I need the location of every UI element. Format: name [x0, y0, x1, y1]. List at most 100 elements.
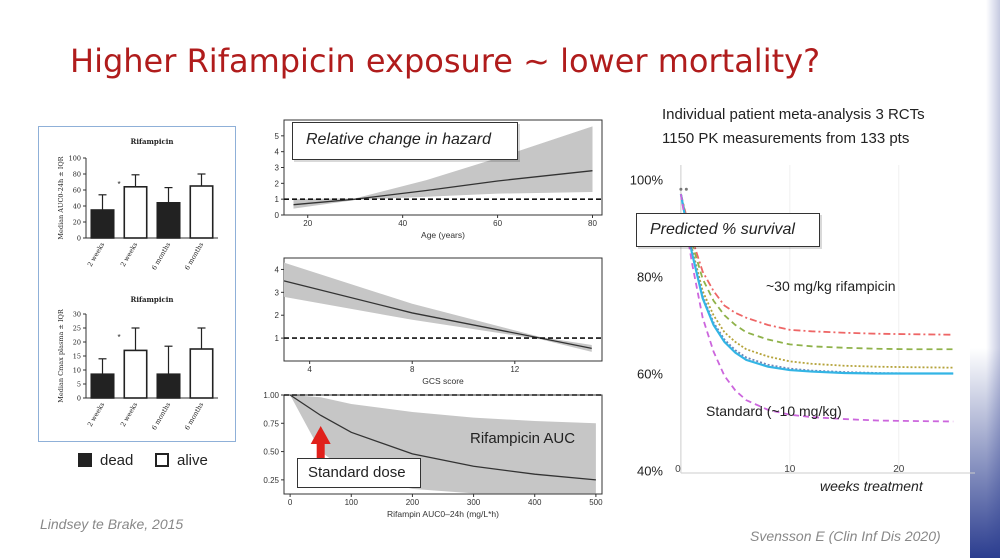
- bar: [123, 349, 148, 399]
- hazard-auc-chart: 0.25 0.50 0.75 1.00 0 100 200 300 400 500 Rifampin…: [263, 391, 603, 519]
- x-tick-label: 12: [510, 365, 519, 374]
- bar-chart-title: Rifampicin: [131, 137, 174, 146]
- x-tick-label: 500: [589, 498, 603, 507]
- y-tick-label: 4: [275, 148, 280, 157]
- legend-alive-swatch: [155, 453, 169, 467]
- x-tick-label: 6 months: [150, 241, 172, 272]
- y-tick-label: 0: [275, 211, 280, 220]
- bar: [189, 348, 214, 399]
- legend-dead: dead: [78, 452, 133, 469]
- hazard-line: [293, 170, 593, 206]
- left-citation: Lindsey te Brake, 2015: [40, 516, 184, 532]
- y-tick-label: 5: [275, 132, 280, 141]
- bar-chart-title: Rifampicin: [131, 295, 174, 304]
- x-tick-label: 2 weeks: [86, 241, 106, 268]
- y-tick-label: 0: [77, 395, 81, 403]
- survival-series-line: [679, 193, 954, 375]
- y-tick-label: 40: [73, 203, 81, 211]
- standard-dose-text: Standard dose: [308, 464, 406, 481]
- legend-dead-swatch: [78, 453, 92, 467]
- significance-marker: *: [117, 180, 120, 189]
- y-tick-label: 1: [275, 195, 280, 204]
- y-tick-label: 40%: [637, 463, 663, 478]
- y-tick-label: 3: [275, 164, 280, 173]
- x-tick-label: 2 weeks: [86, 401, 106, 428]
- bar: [90, 373, 115, 399]
- x-tick-label: 100: [345, 498, 359, 507]
- survival-point: [684, 187, 688, 191]
- y-tick-label: 20: [73, 219, 81, 227]
- x-tick-label: 80: [588, 219, 597, 228]
- auc-annotation: Rifampicin AUC: [470, 430, 576, 447]
- x-tick-label-zero: 0: [675, 464, 681, 475]
- survival-series-line: [680, 193, 954, 369]
- x-tick-label: 6 months: [183, 241, 205, 272]
- x-tick-label: 8: [410, 365, 415, 374]
- x-axis-label: Age (years): [421, 230, 465, 240]
- x-tick-label: 2 weeks: [119, 241, 139, 268]
- y-tick-label: 0.25: [263, 476, 279, 485]
- y-tick-label: 5: [77, 381, 81, 389]
- survival-point: [679, 187, 683, 191]
- x-tick-label: 0: [288, 498, 293, 507]
- gcs-panel-frame: [283, 257, 603, 362]
- y-tick-label: 100: [69, 155, 81, 163]
- y-tick-label: 2: [275, 179, 280, 188]
- y-axis-label: Median Cmax plasma ± IQR: [57, 308, 65, 403]
- y-tick-label: 0.75: [263, 419, 279, 428]
- legend-alive: alive: [155, 452, 208, 469]
- x-tick-label: 200: [406, 498, 420, 507]
- x-tick-label: 20: [893, 464, 905, 475]
- survival-callout: Predicted % survival: [636, 213, 820, 247]
- x-tick-label: 2 weeks: [119, 401, 139, 428]
- y-tick-label: 0: [77, 235, 81, 243]
- weeks-annotation: weeks treatment: [820, 478, 923, 494]
- x-tick-label: 20: [303, 219, 312, 228]
- hazard-callout-text: Relative change in hazard: [306, 131, 492, 148]
- y-tick-label: 80%: [637, 270, 663, 285]
- bar: [90, 209, 115, 239]
- y-tick-label: 100%: [630, 173, 664, 188]
- y-tick-label: 0.50: [263, 448, 279, 457]
- y-tick-label: 25: [73, 325, 81, 333]
- survival-callout-text: Predicted % survival: [650, 221, 795, 238]
- right-citation: Svensson E (Clin Inf Dis 2020): [750, 528, 941, 544]
- standard-dose-callout: Standard dose: [297, 458, 421, 488]
- y-tick-label: 15: [73, 353, 81, 361]
- high-dose-annotation: ~30 mg/kg rifampicin: [766, 278, 896, 294]
- x-axis-label: GCS score: [422, 376, 464, 386]
- bar-chart-auc: Rifampicin 0 20 40 60 80 100 Median AUC0-24h ± …: [57, 137, 218, 272]
- y-tick-label: 60: [73, 187, 81, 195]
- bar: [123, 185, 148, 239]
- slide-title: Higher Rifampicin exposure ~ lower morta…: [70, 42, 821, 80]
- confidence-band: [284, 262, 592, 352]
- x-tick-label: 40: [398, 219, 407, 228]
- legend-alive-label: alive: [177, 452, 208, 469]
- bar: [156, 373, 181, 399]
- legend-dead-label: dead: [100, 452, 134, 469]
- slide-edge-shade: [970, 348, 1000, 558]
- x-tick-label: 6 months: [150, 401, 172, 432]
- y-tick-label: 1: [275, 334, 280, 343]
- hazard-line: [283, 280, 592, 350]
- y-tick-label: 10: [73, 367, 81, 375]
- y-tick-label: 4: [275, 265, 280, 274]
- standard-annotation: Standard (~10 mg/kg): [706, 403, 842, 419]
- meta-analysis-line-2: 1150 PK measurements from 133 pts: [662, 130, 910, 147]
- hazard-callout: Relative change in hazard: [292, 122, 518, 160]
- standard-dose-arrow-shaft: [316, 443, 325, 459]
- y-tick-label: 60%: [637, 366, 663, 381]
- hazard-line: [289, 394, 596, 481]
- y-tick-label: 1.00: [263, 391, 279, 400]
- survival-series-line: [680, 193, 954, 423]
- x-tick-label: 6 months: [183, 401, 205, 432]
- bar: [156, 202, 181, 239]
- confidence-band: [293, 126, 593, 209]
- meta-analysis-line-1: Individual patient meta-analysis 3 RCTs: [662, 106, 925, 123]
- x-tick-label: 300: [467, 498, 481, 507]
- significance-marker: *: [117, 333, 120, 342]
- survival-series-line: [680, 193, 954, 351]
- y-tick-label: 2: [275, 311, 280, 320]
- x-tick-label: 4: [307, 365, 312, 374]
- y-axis-label: Median AUC0-24h ± IQR: [57, 155, 65, 239]
